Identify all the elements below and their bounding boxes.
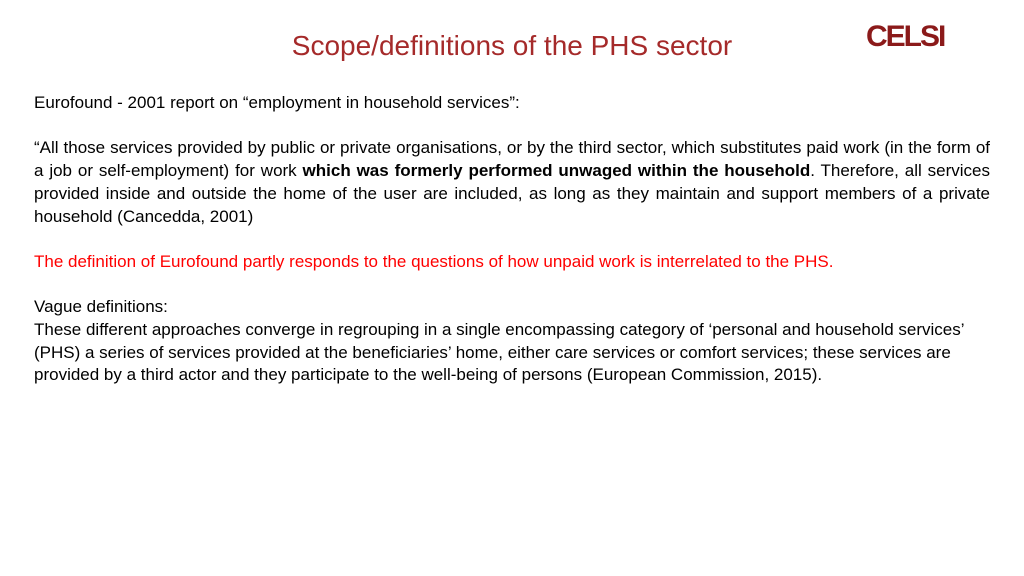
highlight-paragraph: The definition of Eurofound partly respo… <box>34 251 990 274</box>
intro-paragraph: Eurofound - 2001 report on “employment i… <box>34 92 990 115</box>
vague-label: Vague definitions: <box>34 296 990 319</box>
slide: CELSI Scope/definitions of the PHS secto… <box>0 0 1024 576</box>
definition-paragraph: “All those services provided by public o… <box>34 137 990 229</box>
vague-section: Vague definitions: These different appro… <box>34 296 990 388</box>
definition-bold: which was formerly performed unwaged wit… <box>303 161 811 180</box>
page-title: Scope/definitions of the PHS sector <box>0 30 1024 62</box>
vague-text: These different approaches converge in r… <box>34 319 990 388</box>
body-text: Eurofound - 2001 report on “employment i… <box>34 92 990 409</box>
